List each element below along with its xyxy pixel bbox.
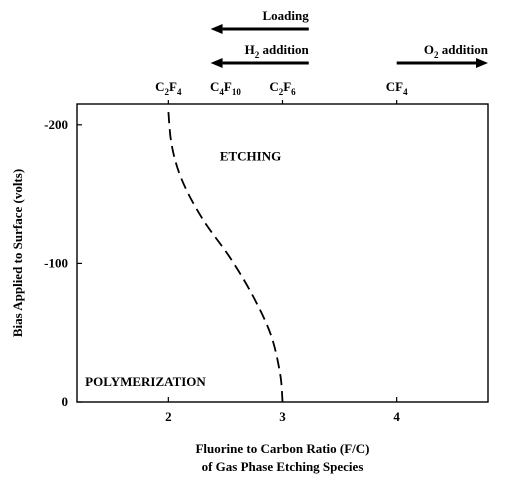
arrow-label: O2 addition xyxy=(424,42,489,60)
region-labels: ETCHING POLYMERIZATION xyxy=(85,148,281,389)
arrow-label-part: H xyxy=(245,42,255,57)
species-label: C4F10 xyxy=(210,79,241,97)
species-subscript: 4 xyxy=(219,87,224,97)
arrow-label-part: addition xyxy=(259,42,309,57)
x-tick-label: 3 xyxy=(279,409,286,424)
species-label: C2F4 xyxy=(155,79,182,97)
species-element: F xyxy=(224,79,232,94)
species-subscript: 10 xyxy=(232,87,242,97)
axis-labels: Fluorine to Carbon Ratio (F/C) of Gas Pha… xyxy=(10,169,370,474)
arrow-label: H2 addition xyxy=(245,42,310,60)
region-label: ETCHING xyxy=(220,148,281,163)
arrow-head xyxy=(210,58,223,68)
x-tick-label: 2 xyxy=(165,409,172,424)
arrow-label-part: addition xyxy=(439,42,489,57)
x-axis-label-line2: of Gas Phase Etching Species xyxy=(202,459,364,474)
species-element: C xyxy=(155,79,164,94)
species-label: CF4 xyxy=(386,79,408,97)
y-tick-label: 0 xyxy=(62,394,69,409)
species-labels: C2F4 C4F10 C2F6 CF4 xyxy=(155,79,408,97)
species-element: F xyxy=(169,79,177,94)
arrow-label-subscript: 2 xyxy=(434,50,439,60)
arrow-label-subscript: 2 xyxy=(255,50,260,60)
species-label: C2F6 xyxy=(269,79,296,97)
species-subscript: 2 xyxy=(279,87,284,97)
y-axis-label: Bias Applied to Surface (volts) xyxy=(10,169,25,337)
boundary-curve xyxy=(167,110,284,403)
x-axis-label-line1: Fluorine to Carbon Ratio (F/C) xyxy=(195,441,369,456)
species-element: CF xyxy=(386,79,403,94)
species-subscript: 6 xyxy=(291,87,296,97)
species-subscript: 4 xyxy=(177,87,182,97)
axes xyxy=(76,103,489,403)
ticks: 2 3 4 0 -100 -200 xyxy=(44,100,400,424)
y-tick-label: -200 xyxy=(44,117,68,132)
arrow-head xyxy=(210,24,223,34)
region-label: POLYMERIZATION xyxy=(85,374,206,389)
plot-frame xyxy=(76,103,489,403)
species-element: C xyxy=(269,79,278,94)
species-element: F xyxy=(283,79,291,94)
arrow-label-part: O xyxy=(424,42,434,57)
species-subscript: 2 xyxy=(165,87,170,97)
y-tick-label: -100 xyxy=(44,255,68,270)
curve-layer xyxy=(167,110,284,403)
arrow-label: Loading xyxy=(263,8,310,23)
x-tick-label: 4 xyxy=(393,409,400,424)
species-subscript: 4 xyxy=(403,87,408,97)
arrow-head xyxy=(476,58,488,68)
species-element: C xyxy=(210,79,219,94)
